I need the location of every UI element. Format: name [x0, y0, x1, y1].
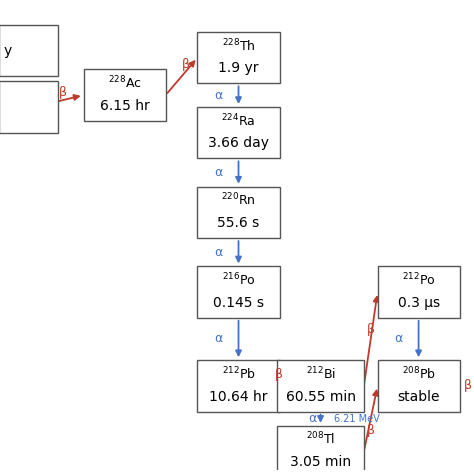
Bar — [198, 266, 280, 318]
Text: α: α — [214, 166, 222, 179]
Bar — [198, 107, 280, 158]
Text: 3.66 day: 3.66 day — [208, 137, 269, 150]
Text: 0.3 μs: 0.3 μs — [398, 296, 440, 310]
Text: $^{208}$Pb: $^{208}$Pb — [401, 365, 436, 382]
Text: α: α — [308, 412, 316, 425]
Text: β: β — [464, 379, 472, 392]
Bar — [0, 25, 58, 76]
Bar — [277, 360, 364, 412]
Text: $^{208}$Tl: $^{208}$Tl — [306, 431, 335, 448]
Text: α: α — [394, 332, 402, 346]
Text: $^{216}$Po: $^{216}$Po — [222, 272, 255, 288]
Text: $^{224}$Ra: $^{224}$Ra — [221, 112, 255, 129]
Text: 10.64 hr: 10.64 hr — [209, 390, 268, 404]
Text: $^{212}$Po: $^{212}$Po — [402, 272, 436, 288]
Bar — [277, 426, 364, 474]
Text: β: β — [367, 323, 375, 336]
Bar — [83, 69, 165, 121]
Text: β: β — [367, 424, 375, 437]
Text: α: α — [214, 89, 222, 101]
Text: 0.145 s: 0.145 s — [213, 296, 264, 310]
Text: y: y — [4, 44, 12, 58]
Text: stable: stable — [397, 390, 440, 404]
Text: $^{228}$Th: $^{228}$Th — [222, 37, 255, 54]
Text: 1.9 yr: 1.9 yr — [218, 62, 259, 75]
Text: $^{220}$Rn: $^{220}$Rn — [221, 192, 256, 209]
Text: 60.55 min: 60.55 min — [285, 390, 356, 404]
Text: α: α — [214, 332, 222, 346]
Text: 6.21 MeV: 6.21 MeV — [334, 414, 380, 424]
Text: 55.6 s: 55.6 s — [218, 216, 260, 230]
Bar — [198, 187, 280, 238]
Bar — [198, 32, 280, 83]
Text: $^{212}$Pb: $^{212}$Pb — [221, 365, 255, 382]
Text: β: β — [182, 58, 190, 71]
Bar — [378, 266, 460, 318]
Bar — [0, 81, 58, 133]
Text: 6.15 hr: 6.15 hr — [100, 99, 149, 113]
Text: α: α — [214, 246, 222, 259]
Text: β: β — [274, 368, 283, 381]
Text: $^{228}$Ac: $^{228}$Ac — [108, 75, 142, 91]
Text: $^{212}$Bi: $^{212}$Bi — [306, 365, 336, 382]
Bar — [198, 360, 280, 412]
Text: β: β — [59, 86, 67, 100]
Bar — [378, 360, 460, 412]
Text: 3.05 min: 3.05 min — [290, 456, 351, 469]
